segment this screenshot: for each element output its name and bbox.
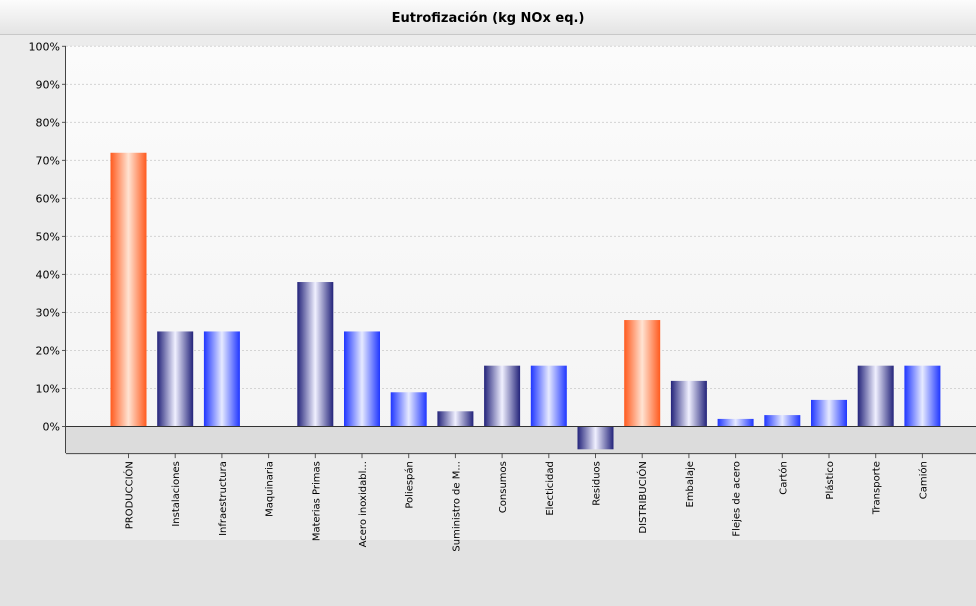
x-tick-label: Plástico [824, 461, 836, 499]
x-tick-label: PRODUCCIÓN [123, 461, 136, 529]
bar [110, 152, 147, 427]
x-tick-label: DISTRIBUCIÓN [636, 461, 649, 533]
y-tick-label: 90% [36, 78, 60, 91]
bar [904, 365, 941, 427]
x-tick-label: Acero inoxidabl... [358, 461, 369, 547]
x-tick-label: Electicidad [545, 461, 556, 516]
y-tick-label: 0% [43, 421, 60, 434]
x-tick-label: Embalaje [685, 461, 696, 507]
y-tick-label: 100% [29, 40, 60, 53]
bottom-band [0, 540, 976, 606]
x-tick-label: Poliespán [404, 461, 416, 509]
bar [297, 282, 334, 427]
bar [717, 418, 754, 427]
bar [157, 331, 194, 427]
y-tick-label: 20% [36, 344, 60, 357]
y-tick-label: 60% [36, 192, 60, 205]
x-tick-label: Transporte [872, 461, 883, 515]
bar [530, 365, 567, 427]
bar [857, 365, 894, 427]
axes [62, 45, 976, 459]
bars [66, 152, 976, 454]
x-tick-label: Suministro de M... [451, 461, 462, 551]
bar [203, 331, 240, 427]
y-tick-label: 40% [36, 268, 60, 281]
x-tick-labels: PRODUCCIÓN Instalaciones Infraestructura Ma… [123, 461, 930, 551]
y-tick-label: 30% [36, 306, 60, 319]
y-tick-label: 80% [36, 116, 60, 129]
y-tick-label: 50% [36, 230, 60, 243]
x-tick-label: Maquinaria [265, 461, 276, 517]
bar [437, 411, 474, 427]
bar [390, 392, 427, 427]
title-bar [0, 0, 976, 34]
x-tick-label: Residuos [592, 461, 603, 506]
y-tick-labels: 0% 10% 20% 30% 40% 50% 60% 70% 80% 90% 100% [29, 40, 60, 433]
bar [811, 399, 847, 427]
x-tick-label: Materias Primas [311, 461, 322, 541]
chart-title: Eutrofización (kg NOx eq.) [392, 11, 585, 26]
bar [670, 380, 707, 427]
x-tick-label: Camión [917, 461, 929, 499]
plot-area [66, 46, 976, 453]
bar [344, 331, 380, 427]
bar [484, 365, 521, 427]
bar [577, 426, 614, 450]
x-tick-label: Instalaciones [171, 461, 182, 527]
x-tick-label: Infraestructura [218, 461, 229, 536]
x-tick-label: Flejes de acero [732, 461, 743, 536]
y-tick-label: 10% [36, 382, 60, 395]
x-tick-label: Cartón [777, 461, 789, 495]
negative-region [66, 426, 976, 454]
bar [624, 320, 661, 427]
bar [764, 415, 801, 427]
x-tick-label: Consumos [498, 461, 509, 513]
y-tick-label: 70% [36, 154, 60, 167]
